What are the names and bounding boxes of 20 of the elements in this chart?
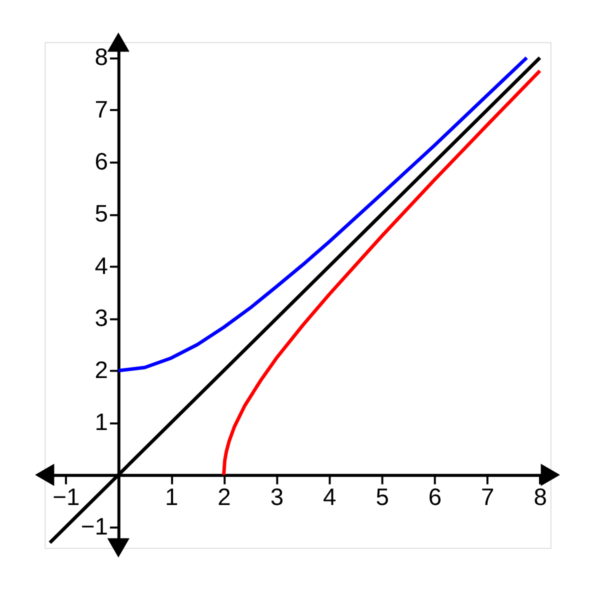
- y-tick-label: 4: [94, 252, 108, 280]
- y-tick-label: 5: [94, 200, 108, 228]
- x-tick-label: 2: [218, 484, 231, 512]
- y-tick-label: 7: [94, 96, 108, 124]
- x-tick-label: 6: [428, 484, 442, 512]
- y-tick-label: 3: [94, 304, 108, 332]
- y-tick-label: 1: [94, 409, 108, 436]
- y-tick-label: 6: [94, 148, 108, 176]
- line-series: [222, 69, 542, 477]
- line-series: [116, 56, 528, 372]
- x-tick-label: 4: [323, 484, 336, 512]
- y-tick-label: 2: [94, 357, 108, 384]
- x-tick-label: −1: [52, 484, 80, 512]
- x-tick-label: 7: [481, 484, 494, 512]
- x-tick-label: 5: [376, 484, 389, 512]
- y-tick-label: 8: [94, 44, 108, 72]
- x-tick-label: 1: [164, 484, 178, 512]
- x-tick-label: 8: [534, 484, 547, 512]
- y-tick-label: −1: [80, 513, 108, 540]
- x-tick-label: 3: [270, 484, 284, 512]
